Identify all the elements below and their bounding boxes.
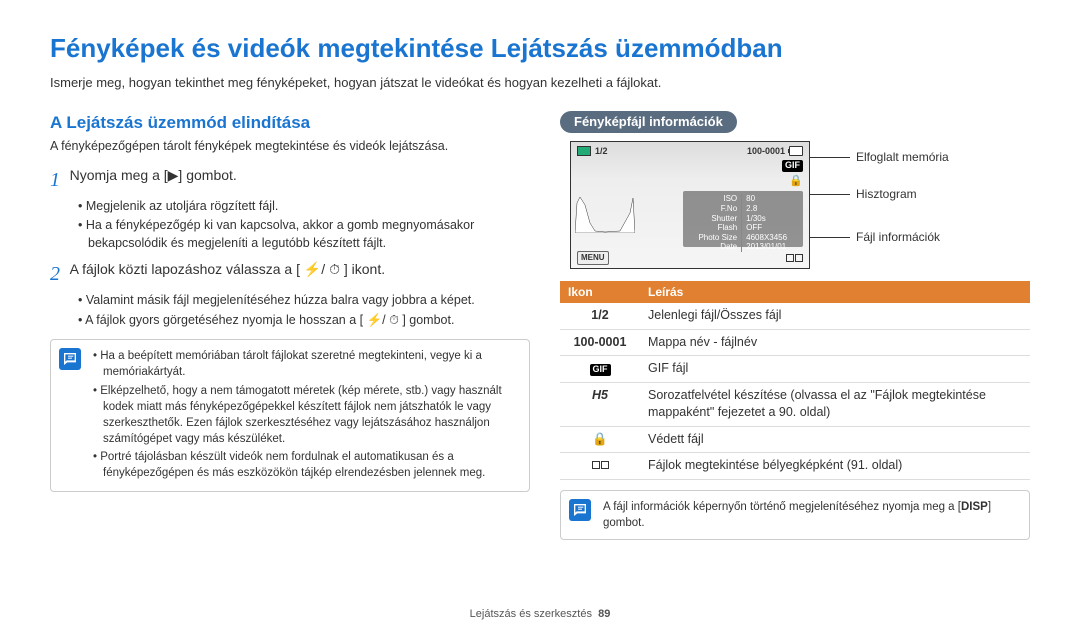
page-footer: Lejátszás és szerkesztés 89 bbox=[0, 607, 1080, 622]
thumb-grid-icon bbox=[786, 251, 803, 264]
step-text: A fájlok közti lapozáshoz válassza a [ ⚡… bbox=[70, 261, 386, 277]
step-text: Nyomja meg a [▶] gombot. bbox=[70, 167, 237, 183]
bullet: A fájlok gyors görgetéséhez nyomja le ho… bbox=[78, 312, 530, 330]
section-desc: A fényképezőgépen tárolt fényképek megte… bbox=[50, 138, 530, 156]
page-title: Fényképek és videók megtekintése Lejátsz… bbox=[50, 30, 1030, 66]
row-desc: Jelenlegi fájl/Összes fájl bbox=[640, 303, 1030, 329]
grid-icon bbox=[592, 461, 609, 469]
note-bullet: Portré tájolásban készült videók nem for… bbox=[93, 449, 519, 481]
pill-header: Fényképfájl információk bbox=[560, 111, 737, 133]
histogram bbox=[571, 189, 683, 249]
leader-memory: Elfoglalt memória bbox=[810, 149, 949, 166]
icon-description-table: Ikon Leírás 1/2 Jelenlegi fájl/Összes fáj… bbox=[560, 281, 1030, 480]
note-box: Ha a beépített memóriában tárolt fájloka… bbox=[50, 339, 530, 492]
bullet: Valamint másik fájl megjelenítéséhez húz… bbox=[78, 292, 530, 310]
lcd-screen: 1/2 100-0001 GIF 🔒 bbox=[570, 141, 810, 269]
file-info-overlay: ISO80 F.No2.8 Shutter1/30s FlashOFF Phot… bbox=[683, 191, 803, 247]
gif-icon: GIF bbox=[782, 160, 803, 172]
note-icon bbox=[59, 348, 81, 370]
menu-button: MENU bbox=[577, 251, 609, 264]
page-subtitle: Ismerje meg, hogyan tekinthet meg fényké… bbox=[50, 74, 1030, 92]
file-id: 100-0001 bbox=[747, 145, 785, 158]
step-1: 1 Nyomja meg a [▶] gombot. bbox=[50, 166, 530, 194]
thumbnail-icon bbox=[577, 146, 591, 156]
th-icon: Ikon bbox=[560, 281, 640, 304]
leader-fileinfo: Fájl információk bbox=[810, 229, 940, 246]
note-text: A fájl információk képernyőn történő meg… bbox=[603, 499, 1019, 531]
right-column: Fényképfájl információk 1/2 100-0001 GIF bbox=[560, 111, 1030, 541]
step-1-bullets: Megjelenik az utoljára rögzített fájl. H… bbox=[50, 198, 530, 253]
row-icon: 100-0001 bbox=[574, 335, 627, 349]
row-desc: Mappa név - fájlnév bbox=[640, 329, 1030, 356]
bullet: Megjelenik az utoljára rögzített fájl. bbox=[78, 198, 530, 216]
row-desc: Fájlok megtekintése bélyegképként (91. o… bbox=[640, 453, 1030, 480]
note-box-2: A fájl információk képernyőn történő meg… bbox=[560, 490, 1030, 540]
row-desc: Sorozatfelvétel készítése (olvassa el az… bbox=[640, 382, 1030, 426]
note-bullet: Elképzelhető, hogy a nem támogatott mére… bbox=[93, 383, 519, 447]
note-icon bbox=[569, 499, 591, 521]
bullet: Ha a fényképezőgép ki van kapcsolva, akk… bbox=[78, 217, 530, 252]
section-heading: A Lejátszás üzemmód elindítása bbox=[50, 111, 530, 135]
row-desc: Védett fájl bbox=[640, 426, 1030, 453]
memory-icon bbox=[789, 146, 803, 156]
th-desc: Leírás bbox=[640, 281, 1030, 304]
step-2: 2 A fájlok közti lapozáshoz válassza a [… bbox=[50, 260, 530, 288]
row-icon: GIF bbox=[590, 364, 611, 376]
left-column: A Lejátszás üzemmód elindítása A fénykép… bbox=[50, 111, 530, 541]
file-counter: 1/2 bbox=[595, 145, 608, 158]
leader-histogram: Hisztogram bbox=[810, 186, 917, 203]
row-desc: GIF fájl bbox=[640, 356, 1030, 383]
step-number: 1 bbox=[50, 166, 60, 194]
row-icon: 1/2 bbox=[591, 308, 608, 322]
lock-icon: 🔒 bbox=[592, 432, 608, 446]
row-icon: H5 bbox=[592, 388, 608, 402]
step-2-bullets: Valamint másik fájl megjelenítéséhez húz… bbox=[50, 292, 530, 329]
lock-icon: 🔒 bbox=[789, 174, 803, 189]
step-number: 2 bbox=[50, 260, 60, 288]
note-bullet: Ha a beépített memóriában tárolt fájloka… bbox=[93, 348, 519, 380]
lcd-diagram: 1/2 100-0001 GIF 🔒 bbox=[570, 141, 1030, 269]
